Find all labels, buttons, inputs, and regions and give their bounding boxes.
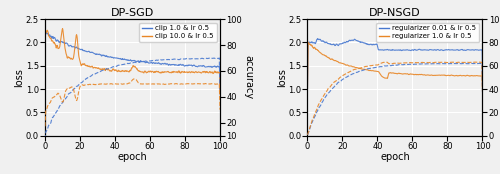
X-axis label: epoch: epoch — [118, 152, 148, 162]
Title: DP-SGD: DP-SGD — [111, 8, 154, 18]
Legend: clip 1.0 & lr 0.5, clip 10.0 & lr 0.5: clip 1.0 & lr 0.5, clip 10.0 & lr 0.5 — [140, 23, 216, 42]
Y-axis label: accuracy: accuracy — [243, 55, 253, 100]
Y-axis label: loss: loss — [14, 68, 24, 87]
X-axis label: epoch: epoch — [380, 152, 410, 162]
Y-axis label: loss: loss — [276, 68, 286, 87]
Title: DP-NSGD: DP-NSGD — [369, 8, 421, 18]
Legend: regularizer 0.01 & lr 0.5, regularizer 1.0 & lr 0.5: regularizer 0.01 & lr 0.5, regularizer 1… — [376, 23, 479, 42]
